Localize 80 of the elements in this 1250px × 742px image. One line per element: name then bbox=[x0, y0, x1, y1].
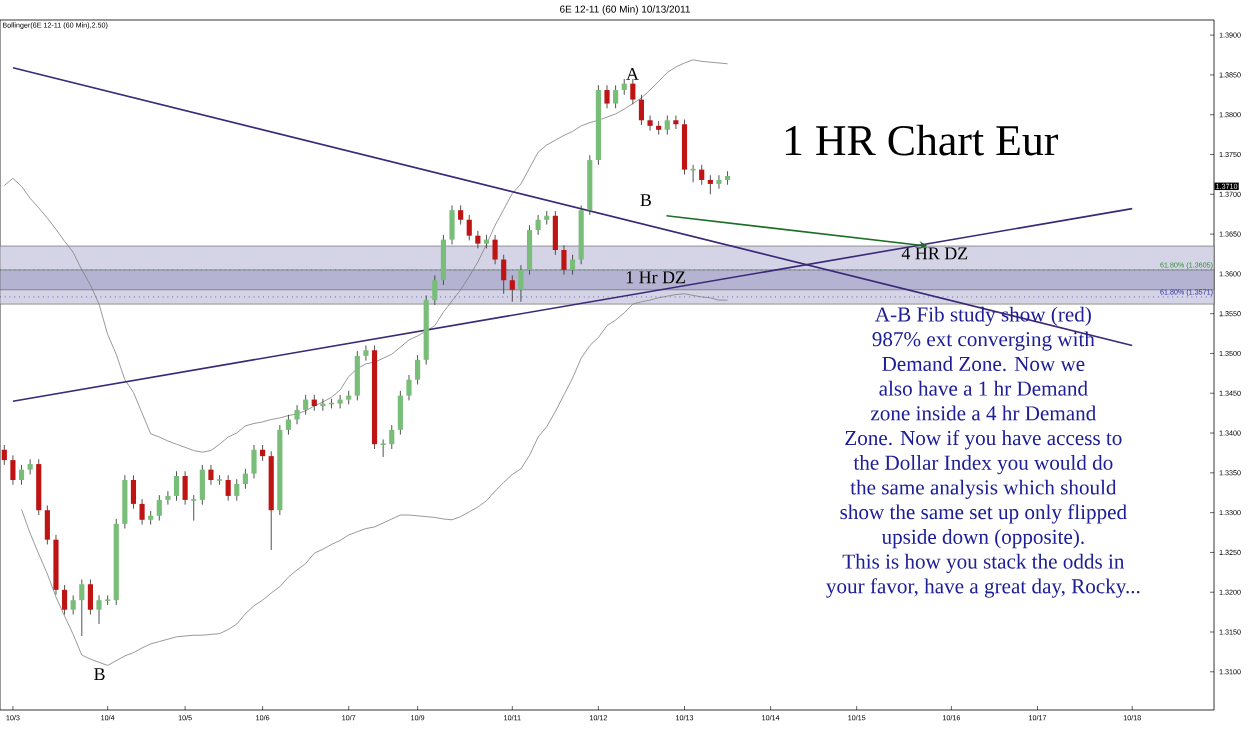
candlestick bbox=[389, 424, 395, 450]
annotation: the same analysis which should bbox=[850, 479, 1117, 499]
candlestick bbox=[122, 474, 128, 529]
candlestick bbox=[96, 594, 102, 625]
annotation: zone inside a 4 hr Demand bbox=[871, 405, 1097, 421]
candlestick bbox=[379, 438, 387, 458]
annotation: B bbox=[640, 194, 651, 206]
candlestick bbox=[285, 414, 292, 436]
candlestick bbox=[156, 494, 162, 522]
candlestick bbox=[173, 470, 180, 502]
candlestick bbox=[337, 394, 343, 409]
candlestick bbox=[70, 594, 76, 615]
candlestick bbox=[294, 404, 300, 425]
candlestick bbox=[681, 119, 688, 175]
candlestick bbox=[139, 498, 145, 526]
annotation: B bbox=[94, 668, 105, 681]
candlestick bbox=[604, 84, 610, 109]
candlestick bbox=[535, 214, 541, 236]
candlestick bbox=[190, 494, 198, 522]
candlestick bbox=[432, 275, 438, 306]
annotation: 1 HR Chart Eur bbox=[785, 124, 1059, 156]
candlestick bbox=[61, 584, 68, 615]
candlestick bbox=[613, 84, 619, 109]
candlestick bbox=[251, 444, 257, 479]
candlestick bbox=[130, 474, 137, 510]
annotation: A bbox=[626, 67, 639, 80]
candlestick bbox=[363, 345, 369, 362]
annotation: upside down (opposite). bbox=[881, 529, 1084, 549]
candlestick bbox=[36, 458, 42, 516]
candlestick bbox=[406, 374, 412, 401]
candlestick bbox=[182, 470, 188, 506]
candlestick bbox=[165, 490, 171, 506]
candlestick bbox=[208, 464, 214, 486]
candlestick bbox=[501, 254, 507, 295]
candlestick bbox=[673, 115, 679, 130]
candlestick bbox=[87, 579, 93, 615]
candlestick bbox=[397, 390, 403, 436]
candlestick bbox=[10, 454, 16, 486]
candlestick bbox=[475, 230, 481, 249]
candlestick bbox=[716, 174, 722, 190]
candlestick bbox=[415, 354, 421, 385]
candlestick bbox=[225, 474, 231, 502]
candlestick bbox=[492, 234, 498, 265]
candlestick bbox=[561, 244, 567, 276]
candlestick bbox=[44, 505, 50, 545]
candlestick bbox=[18, 464, 25, 486]
candlestick bbox=[354, 350, 360, 401]
annotation: also have a 1 hr Demand bbox=[879, 380, 1088, 396]
candlestick bbox=[526, 224, 533, 276]
candlestick bbox=[664, 115, 670, 136]
candlestick bbox=[466, 214, 472, 241]
candlestick bbox=[638, 94, 645, 126]
candlestick bbox=[27, 458, 33, 475]
candlestick bbox=[234, 478, 240, 502]
candlestick bbox=[509, 275, 515, 303]
annotation: This is how you stack the odds in bbox=[842, 553, 1125, 574]
annotation: the Dollar Index you would do bbox=[853, 454, 1113, 475]
candlestick bbox=[458, 204, 464, 225]
candlestick bbox=[630, 78, 636, 105]
candlestick bbox=[707, 174, 713, 195]
candlestick bbox=[699, 164, 705, 186]
candlestick bbox=[569, 254, 576, 276]
candlestick bbox=[449, 204, 455, 245]
candlestick bbox=[440, 234, 446, 286]
candlestick bbox=[518, 264, 524, 303]
candlestick bbox=[303, 394, 309, 416]
annotation: 987% ext converging with bbox=[872, 331, 1095, 351]
band-label: 4 HR DZ bbox=[901, 247, 968, 260]
candlestick bbox=[647, 115, 653, 132]
annotation: show the same set up only flipped bbox=[840, 504, 1127, 524]
annotation: your favor, have a great day, Rocky... bbox=[826, 578, 1140, 598]
annotation: Zone. Now if you have access to bbox=[845, 430, 1122, 450]
candlestick bbox=[242, 468, 248, 490]
candlestick bbox=[552, 210, 558, 256]
band-label: 1 Hr DZ bbox=[626, 271, 685, 284]
candlestick bbox=[199, 464, 205, 506]
candlestick bbox=[79, 579, 85, 637]
candlestick bbox=[1, 444, 7, 466]
annotation: A-B Fib study show (red) bbox=[875, 306, 1091, 326]
annotation: Demand Zone. Now we bbox=[882, 356, 1085, 372]
